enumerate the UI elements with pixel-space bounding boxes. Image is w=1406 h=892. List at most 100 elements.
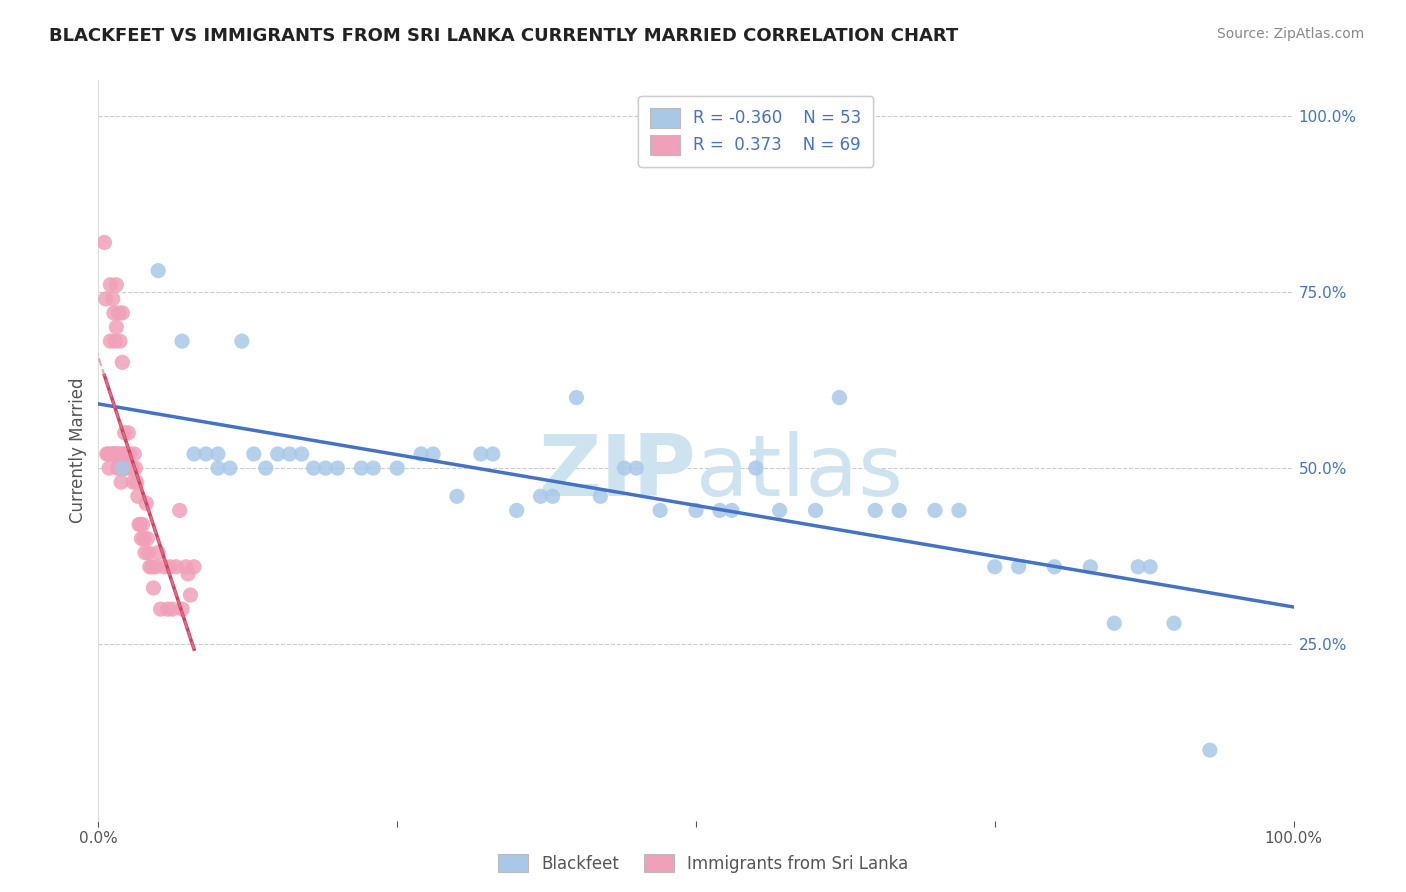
Point <box>924 503 946 517</box>
Point <box>148 546 170 560</box>
Point <box>104 334 127 348</box>
Point <box>156 602 179 616</box>
Point <box>506 503 529 517</box>
Point <box>1199 743 1222 757</box>
Point <box>768 503 790 517</box>
Point <box>1104 616 1126 631</box>
Point <box>172 334 194 348</box>
Point <box>326 461 349 475</box>
Point <box>135 496 157 510</box>
Point <box>243 447 266 461</box>
Point <box>107 447 129 461</box>
Point <box>865 503 887 517</box>
Point <box>1128 559 1150 574</box>
Point <box>626 461 648 475</box>
Point <box>1163 616 1185 631</box>
Point <box>350 461 373 475</box>
Point <box>889 503 911 517</box>
Point <box>291 447 314 461</box>
Point <box>648 503 672 517</box>
Point <box>481 447 505 461</box>
Point <box>169 503 191 517</box>
Point <box>131 532 153 546</box>
Point <box>104 447 127 461</box>
Point <box>804 503 827 517</box>
Point <box>141 559 163 574</box>
Point <box>709 503 731 517</box>
Point <box>100 447 122 461</box>
Point <box>207 447 229 461</box>
Point <box>172 602 194 616</box>
Point <box>122 475 145 490</box>
Point <box>1139 559 1161 574</box>
Point <box>148 263 170 277</box>
Point <box>142 581 165 595</box>
Point <box>613 461 636 475</box>
Point <box>108 461 131 475</box>
Text: ZIP: ZIP <box>538 431 696 514</box>
Point <box>153 559 176 574</box>
Point <box>948 503 970 517</box>
Point <box>207 461 229 475</box>
Point <box>129 517 152 532</box>
Point <box>105 320 128 334</box>
Point <box>115 461 138 475</box>
Point <box>131 517 153 532</box>
Point <box>149 602 172 616</box>
Point <box>98 277 122 292</box>
Point <box>183 559 205 574</box>
Point <box>101 292 124 306</box>
Point <box>745 461 768 475</box>
Point <box>96 447 118 461</box>
Text: atlas: atlas <box>696 431 904 514</box>
Point <box>174 559 197 574</box>
Point <box>132 532 155 546</box>
Point <box>541 489 564 503</box>
Text: BLACKFEET VS IMMIGRANTS FROM SRI LANKA CURRENTLY MARRIED CORRELATION CHART: BLACKFEET VS IMMIGRANTS FROM SRI LANKA C… <box>49 27 959 45</box>
Point <box>125 475 148 490</box>
Y-axis label: Currently Married: Currently Married <box>69 377 87 524</box>
Point <box>984 559 1007 574</box>
Point <box>93 235 115 250</box>
Point <box>136 532 159 546</box>
Point <box>111 306 134 320</box>
Point <box>165 559 187 574</box>
Point <box>114 425 136 440</box>
Point <box>107 461 129 475</box>
Point <box>110 475 132 490</box>
Point <box>1008 559 1031 574</box>
Text: Source: ZipAtlas.com: Source: ZipAtlas.com <box>1216 27 1364 41</box>
Legend: Blackfeet, Immigrants from Sri Lanka: Blackfeet, Immigrants from Sri Lanka <box>491 847 915 880</box>
Point <box>828 391 851 405</box>
Point <box>98 334 122 348</box>
Point <box>108 447 131 461</box>
Point <box>111 461 134 475</box>
Point <box>589 489 612 503</box>
Legend: R = -0.360    N = 53, R =  0.373    N = 69: R = -0.360 N = 53, R = 0.373 N = 69 <box>638 96 873 167</box>
Point <box>278 447 301 461</box>
Point <box>107 461 129 475</box>
Point <box>159 559 181 574</box>
Point <box>195 447 218 461</box>
Point <box>446 489 468 503</box>
Point <box>118 447 141 461</box>
Point <box>422 447 444 461</box>
Point <box>107 306 129 320</box>
Point <box>183 447 205 461</box>
Point <box>128 517 150 532</box>
Point <box>114 461 136 475</box>
Point <box>302 461 325 475</box>
Point <box>1043 559 1066 574</box>
Point <box>162 602 184 616</box>
Point <box>315 461 337 475</box>
Point <box>134 546 156 560</box>
Point <box>267 447 290 461</box>
Point <box>103 447 125 461</box>
Point <box>111 447 134 461</box>
Point <box>177 566 200 581</box>
Point <box>121 461 143 475</box>
Point <box>115 447 138 461</box>
Point <box>411 447 433 461</box>
Point <box>685 503 707 517</box>
Point <box>145 559 167 574</box>
